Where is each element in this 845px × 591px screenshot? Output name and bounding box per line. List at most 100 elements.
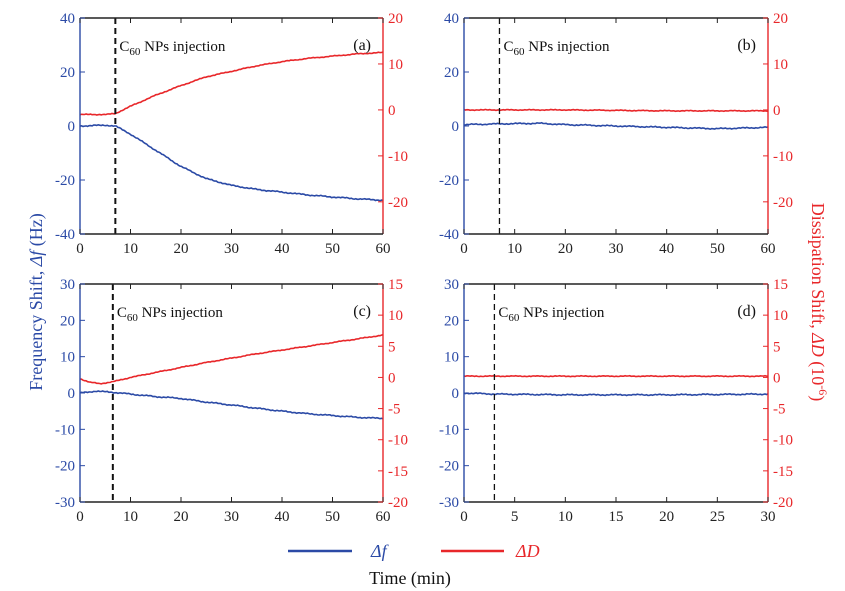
panel-b: C60 NPs injection (b) 0 10 20 30 40 50 60 -40 -20 0… xyxy=(439,11,793,257)
y-right-tick-label: 0 xyxy=(388,370,396,386)
y-right-tick-label: -10 xyxy=(388,433,408,449)
y-right-tick-label: -20 xyxy=(773,195,793,211)
x-tick-label: 5 xyxy=(511,509,519,525)
x-tick-label: 40 xyxy=(275,509,290,525)
y-left-tick-label: 40 xyxy=(444,11,459,27)
x-tick-label: 20 xyxy=(174,241,189,257)
y-left-tick-label: -30 xyxy=(439,495,459,511)
x-tick-label: 0 xyxy=(76,241,84,257)
injection-label: C60 NPs injection xyxy=(498,305,605,324)
y-left-tick-label: 0 xyxy=(452,386,460,402)
x-tick-label: 10 xyxy=(123,509,138,525)
y-axis-label-frequency: Frequency Shift, Δf (Hz) xyxy=(26,213,47,391)
x-tick-label: 40 xyxy=(659,241,674,257)
x-axis-label: Time (min) xyxy=(369,568,451,589)
y-left-tick-label: 20 xyxy=(60,65,75,81)
y-left-tick-label: 20 xyxy=(444,65,459,81)
y-right-tick-label: 10 xyxy=(773,57,788,73)
x-tick-label: 25 xyxy=(710,509,725,525)
series-frequency-line xyxy=(79,123,384,202)
y-right-tick-label: 10 xyxy=(773,308,788,324)
x-tick-label: 50 xyxy=(710,241,725,257)
injection-label: C60 NPs injection xyxy=(119,39,226,58)
x-tick-label: 0 xyxy=(460,241,468,257)
x-tick-label: 60 xyxy=(376,509,391,525)
y-left-tick-label: -20 xyxy=(439,173,459,189)
series-dissipation-line xyxy=(463,374,769,378)
x-tick-label: 30 xyxy=(224,509,239,525)
y-right-tick-label: -5 xyxy=(388,402,401,418)
x-tick-label: 10 xyxy=(507,241,522,257)
y-right-tick-label: -15 xyxy=(773,464,793,480)
y-axis-label-dissipation: Dissipation Shift, ΔD (10-6) xyxy=(807,203,830,402)
series-dissipation-line xyxy=(463,108,769,113)
y-right-tick-label: 20 xyxy=(773,11,788,27)
x-tick-label: 10 xyxy=(123,241,138,257)
panel-d: C60 NPs injection (d) 0 5 10 15 20 25 30 -30 -20 -1… xyxy=(439,277,793,525)
injection-label: C60 NPs injection xyxy=(503,39,610,58)
y-left-tick-label: 30 xyxy=(60,277,75,293)
y-left-tick-label: -10 xyxy=(55,422,75,438)
y-right-tick-label: -5 xyxy=(773,402,786,418)
y-left-tick-label: -20 xyxy=(55,459,75,475)
y-right-tick-label: 10 xyxy=(388,57,403,73)
y-right-tick-label: 15 xyxy=(388,277,403,293)
legend-label-dissipation: ΔD xyxy=(515,541,540,561)
y-right-tick-label: -10 xyxy=(388,149,408,165)
x-tick-label: 40 xyxy=(275,241,290,257)
y-right-tick-label: 5 xyxy=(388,339,396,355)
y-left-tick-label: -40 xyxy=(55,227,75,243)
x-tick-label: 0 xyxy=(460,509,468,525)
legend: Δf ΔD xyxy=(288,541,540,561)
x-tick-label: 30 xyxy=(224,241,239,257)
series-frequency-line xyxy=(463,392,769,397)
series-frequency-line xyxy=(464,121,769,131)
x-tick-label: 30 xyxy=(761,509,776,525)
x-tick-label: 60 xyxy=(376,241,391,257)
y-right-tick-label: 15 xyxy=(773,277,788,293)
panel-c: C60 NPs injection (c)0 10 20 30 40 50 60-30-20-… xyxy=(55,277,408,525)
y-left-tick-label: 30 xyxy=(444,277,459,293)
y-left-tick-label: -20 xyxy=(55,173,75,189)
x-tick-label: 0 xyxy=(76,509,84,525)
y-right-tick-label: -15 xyxy=(388,464,408,480)
x-tick-label: 15 xyxy=(609,509,624,525)
panel-label: (d) xyxy=(737,303,756,320)
y-left-tick-label: 0 xyxy=(452,119,460,135)
y-right-tick-label: 5 xyxy=(773,339,781,355)
chart-panels: C60 NPs injection (a)0 10 20 30 40 50 60-40-200… xyxy=(55,11,793,525)
x-tick-label: 10 xyxy=(558,509,573,525)
y-right-tick-label: 10 xyxy=(388,308,403,324)
panel-a: C60 NPs injection (a) 0 10 20 30 40 50 60 -40 -20 0… xyxy=(55,11,408,257)
y-right-tick-label: 0 xyxy=(388,103,396,119)
injection-label: C60 NPs injection xyxy=(117,305,224,324)
series-frequency-line xyxy=(79,390,384,420)
panel-label: (b) xyxy=(737,37,756,54)
x-tick-label: 20 xyxy=(174,509,189,525)
y-left-tick-label: -20 xyxy=(439,459,459,475)
y-right-tick-label: 0 xyxy=(773,103,781,119)
y-right-tick-label: 0 xyxy=(773,370,781,386)
series-dissipation-line xyxy=(79,333,384,385)
y-left-tick-label: 0 xyxy=(68,386,76,402)
x-tick-label: 30 xyxy=(609,241,624,257)
y-left-tick-label: 20 xyxy=(60,313,75,329)
y-left-tick-label: 10 xyxy=(60,350,75,366)
panel-label: (c) xyxy=(353,303,371,320)
x-tick-label: 20 xyxy=(659,509,674,525)
y-left-tick-label: -10 xyxy=(439,422,459,438)
y-left-tick-label: 20 xyxy=(444,313,459,329)
y-right-tick-label: -10 xyxy=(773,149,793,165)
panel-label: (a) xyxy=(353,37,371,54)
legend-label-frequency: Δf xyxy=(370,541,390,561)
y-right-tick-label: -20 xyxy=(388,195,408,211)
x-tick-label: 50 xyxy=(325,509,340,525)
y-left-tick-label: 40 xyxy=(60,11,75,27)
y-left-tick-label: -30 xyxy=(55,495,75,511)
series-dissipation-line xyxy=(79,51,384,116)
y-right-tick-label: -10 xyxy=(773,433,793,449)
y-right-tick-label: 20 xyxy=(388,11,403,27)
y-right-tick-label: -20 xyxy=(773,495,793,511)
y-left-tick-label: -40 xyxy=(439,227,459,243)
